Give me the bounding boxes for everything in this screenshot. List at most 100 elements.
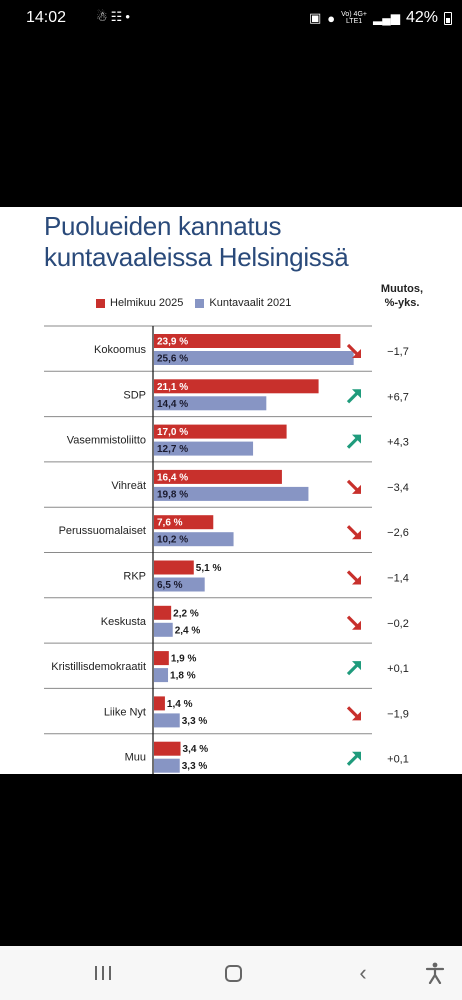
value-label-2021-kokoomus: 25,6 %	[157, 354, 188, 365]
people-icon: ☷	[110, 9, 126, 24]
change-value-vihreat: −3,4	[387, 482, 409, 494]
value-label-2025-kristillisdemokraatit: 1,9 %	[171, 654, 197, 665]
category-label-vihreat: Vihreät	[111, 480, 146, 492]
category-label-rkp: RKP	[123, 571, 146, 583]
value-label-2021-rkp: 6,5 %	[157, 580, 183, 591]
dot-icon: •	[125, 9, 133, 24]
change-value-muu: +0,1	[387, 754, 409, 766]
change-value-vasemmistoliitto: +4,3	[387, 437, 409, 449]
bar-2021-muu	[154, 758, 180, 773]
change-value-kokoomus: −1,7	[387, 346, 409, 358]
value-label-2025-liike-nyt: 1,4 %	[167, 699, 193, 710]
category-label-vasemmistoliitto: Vasemmistoliitto	[67, 435, 146, 447]
back-button[interactable]: ‹	[346, 946, 380, 1000]
bar-2025-kokoomus	[154, 334, 341, 348]
category-label-muu: Muu	[125, 752, 146, 764]
value-label-2025-rkp: 5,1 %	[196, 563, 222, 574]
bar-chart: Kokoomus 23,9 % 25,6 % −1,7 SDP 21,1 % 14,4 % +…	[44, 325, 409, 774]
value-label-2021-liike-nyt: 3,3 %	[182, 716, 208, 727]
battery-label: 42%	[405, 9, 438, 26]
notification-icons: ☃☷•	[96, 9, 133, 25]
lock-icon: ▣	[308, 10, 322, 25]
value-label-2021-perussuomalaiset: 10,2 %	[157, 535, 188, 546]
chart-image: Puolueiden kannatus kuntavaaleissa Helsi…	[0, 207, 462, 774]
change-header-line1: Muutos,	[380, 283, 424, 295]
navigation-bar: ‹	[0, 946, 462, 1000]
bar-2025-rkp	[154, 560, 194, 575]
status-bar: 14:02 ☃☷• ▣ ● Vo) 4G+ LTE1 ▂▄▆ 42%	[0, 0, 462, 36]
arrow-up-icon-muu	[346, 751, 361, 766]
bar-2021-vihreat	[154, 486, 309, 501]
bar-2025-liike-nyt	[154, 696, 165, 711]
arrow-up-icon-sdp	[346, 389, 361, 404]
bar-2021-vasemmistoliitto	[154, 441, 254, 456]
value-label-2021-keskusta: 2,4 %	[175, 625, 201, 636]
bar-2025-vihreat	[154, 469, 282, 484]
legend-swatch-2025	[96, 298, 105, 308]
battery-icon	[444, 11, 452, 25]
arrow-up-icon-kristillisdemokraatit	[346, 661, 361, 676]
value-label-2021-vihreat: 19,8 %	[157, 489, 188, 500]
bar-2021-rkp	[154, 577, 205, 592]
bar-2021-liike-nyt	[154, 713, 180, 728]
change-value-sdp: +6,7	[387, 391, 409, 403]
home-button[interactable]	[216, 946, 250, 1000]
network-label: Vo) 4G+ LTE1	[341, 11, 367, 25]
legend: Helmikuu 2025 Kuntavaalit 2021	[96, 297, 303, 309]
home-icon	[224, 964, 242, 982]
arrow-down-icon-keskusta	[346, 615, 361, 630]
legend-label-2025: Helmikuu 2025	[110, 297, 184, 309]
chart-title: Puolueiden kannatus kuntavaaleissa Helsi…	[44, 211, 349, 272]
legend-label-2021: Kuntavaalit 2021	[209, 297, 292, 309]
value-label-2025-sdp: 21,1 %	[157, 382, 188, 393]
change-header: Muutos, %-yks.	[372, 282, 432, 310]
bar-2025-sdp	[154, 379, 319, 394]
category-label-kristillisdemokraatit: Kristillisdemokraatit	[51, 661, 146, 673]
value-label-2025-kokoomus: 23,9 %	[157, 337, 188, 348]
bar-2021-kokoomus	[154, 351, 354, 365]
category-label-kokoomus: Kokoomus	[94, 344, 146, 356]
location-icon: ●	[327, 10, 336, 26]
change-value-perussuomalaiset: −2,6	[387, 527, 409, 539]
change-header-line2: %-yks.	[384, 297, 420, 309]
arrow-down-icon-kokoomus	[346, 343, 361, 358]
change-value-keskusta: −0,2	[387, 618, 409, 630]
bar-2021-perussuomalaiset	[154, 532, 234, 547]
accessibility-icon	[425, 962, 445, 984]
arrow-down-icon-liike-nyt	[346, 706, 361, 721]
child-icon: ☃	[96, 9, 111, 24]
bar-2025-keskusta	[154, 605, 172, 620]
signal-icon: ▂▄▆	[373, 11, 400, 25]
bar-2021-keskusta	[154, 622, 173, 637]
value-label-2025-vihreat: 16,4 %	[157, 472, 188, 483]
category-label-perussuomalaiset: Perussuomalaiset	[59, 525, 146, 537]
legend-item-2025: Helmikuu 2025	[96, 297, 183, 309]
change-value-rkp: −1,4	[387, 573, 409, 585]
value-label-2021-sdp: 14,4 %	[157, 399, 188, 410]
value-label-2025-keskusta: 2,2 %	[173, 608, 199, 619]
value-label-2021-vasemmistoliitto: 12,7 %	[157, 444, 188, 455]
arrow-down-icon-rkp	[346, 570, 361, 585]
category-label-sdp: SDP	[123, 389, 146, 401]
bar-2021-kristillisdemokraatit	[154, 668, 169, 683]
value-label-2021-kristillisdemokraatit: 1,8 %	[170, 671, 196, 682]
category-label-keskusta: Keskusta	[101, 616, 147, 628]
status-time: 14:02	[26, 9, 67, 26]
arrow-down-icon-vihreat	[346, 479, 361, 494]
arrow-down-icon-perussuomalaiset	[346, 525, 361, 540]
bar-2025-kristillisdemokraatit	[154, 651, 169, 666]
arrow-up-icon-vasemmistoliitto	[346, 434, 361, 449]
change-value-liike-nyt: −1,9	[387, 708, 409, 720]
bar-2025-muu	[154, 741, 181, 756]
value-label-2025-vasemmistoliitto: 17,0 %	[157, 427, 188, 438]
category-label-liike-nyt: Liike Nyt	[104, 706, 146, 718]
legend-swatch-2021	[195, 298, 205, 308]
back-icon: ‹	[359, 960, 367, 985]
bar-2021-sdp	[154, 396, 267, 411]
status-right: ▣ ● Vo) 4G+ LTE1 ▂▄▆ 42%	[309, 9, 452, 27]
value-label-2025-muu: 3,4 %	[183, 744, 209, 755]
recents-button[interactable]	[86, 946, 120, 1000]
bar-2025-vasemmistoliitto	[154, 424, 287, 439]
accessibility-button[interactable]	[420, 946, 450, 1000]
change-value-kristillisdemokraatit: +0,1	[387, 663, 409, 675]
